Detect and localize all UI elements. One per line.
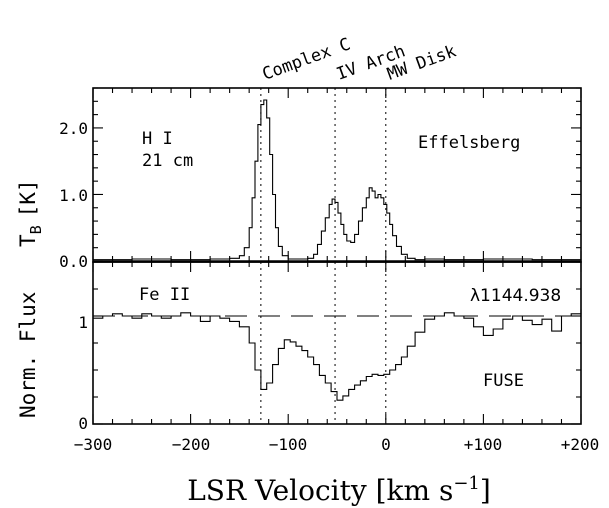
top-ylabel-unit: [K] bbox=[16, 179, 40, 217]
feii-spectrum bbox=[93, 309, 582, 401]
x-axis-label: LSR Velocity [km s−1] bbox=[187, 473, 491, 507]
top-panel-frame bbox=[92, 87, 582, 263]
fuse-label: FUSE bbox=[483, 371, 524, 391]
component-markers bbox=[260, 88, 387, 424]
x-axis-label-main: LSR Velocity [km s bbox=[187, 474, 453, 507]
xtick-label: −200 bbox=[172, 435, 211, 454]
x-axis-label-end: ] bbox=[480, 474, 491, 507]
xtick-label: 0 bbox=[381, 435, 391, 454]
top-ylabel: TB [K] bbox=[16, 179, 45, 247]
top-ytick-label: 0.0 bbox=[59, 252, 88, 271]
bottom-ylabel: Norm. Flux bbox=[16, 292, 40, 418]
xtick-label: +200 bbox=[561, 435, 600, 454]
bottom-ytick-label: 1 bbox=[78, 313, 88, 332]
x-axis-label-exp: −1 bbox=[453, 473, 480, 494]
bottom-ytick-label: 0 bbox=[78, 414, 88, 433]
axis-ticks bbox=[92, 87, 582, 425]
top-ylabel-main: T bbox=[16, 234, 40, 247]
xtick-label: −100 bbox=[269, 435, 308, 454]
xtick-label: −300 bbox=[74, 435, 113, 454]
top-ylabel-sub: B bbox=[27, 225, 45, 234]
top-ytick-label: 2.0 bbox=[59, 119, 88, 138]
feii-label: Fe II bbox=[139, 285, 190, 305]
wavelength-label: λ1144.938 bbox=[470, 286, 561, 306]
hi-line-label: H I bbox=[142, 129, 173, 149]
hi-spectrum bbox=[93, 99, 582, 261]
effelsberg-label: Effelsberg bbox=[418, 133, 520, 153]
hi-21cm-label: 21 cm bbox=[142, 151, 193, 171]
hi-series-line bbox=[93, 99, 582, 261]
top-ytick-label: 1.0 bbox=[59, 186, 88, 205]
xtick-label: +100 bbox=[464, 435, 503, 454]
